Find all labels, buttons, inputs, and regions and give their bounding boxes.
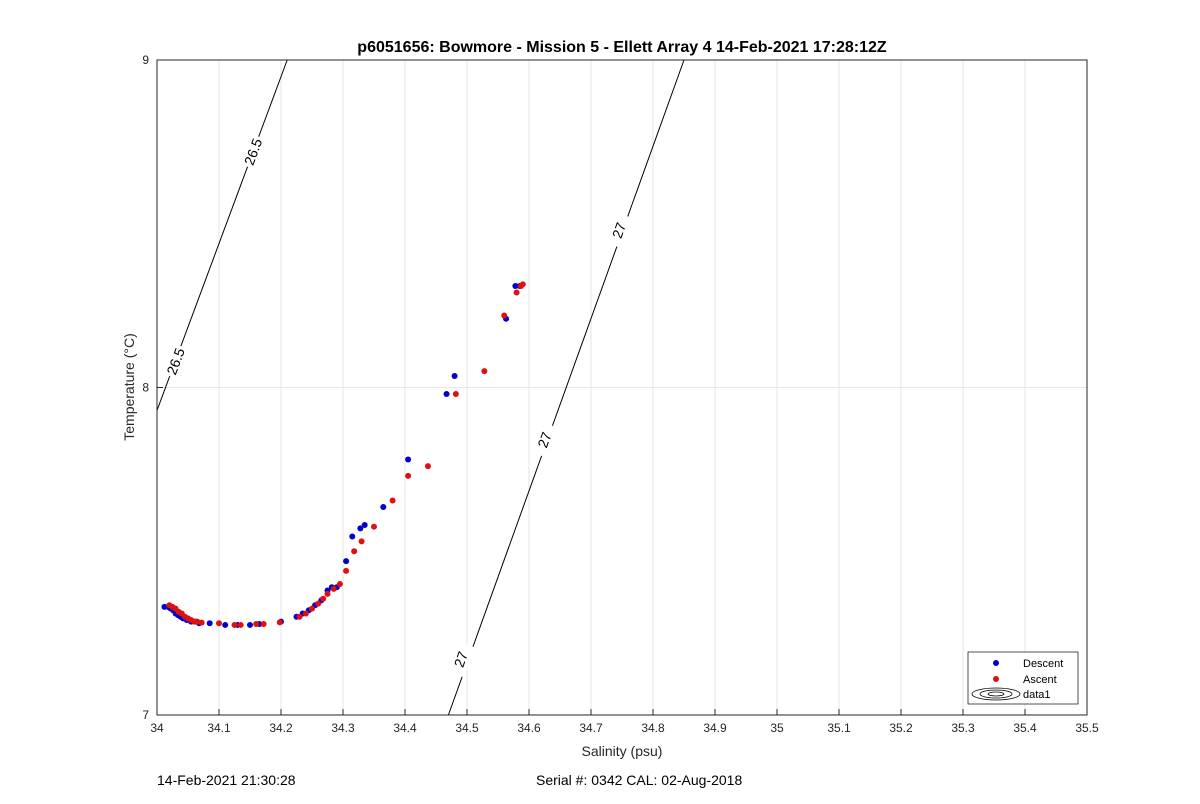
x-tick-label: 35.3: [951, 721, 975, 735]
x-tick-label: 34.1: [207, 721, 231, 735]
ascent-point: [358, 538, 365, 545]
x-axis-ticks: 34 34.1 34.2 34.3 34.4 34.5 34.6 34.7 34.8 34.9 35…: [150, 709, 1099, 735]
x-tick-label: 34.9: [703, 721, 727, 735]
descent-point: [349, 533, 356, 540]
legend: Descent Ascent data1: [967, 651, 1079, 705]
y-axis-ticks: 7 8 9: [142, 53, 163, 722]
x-tick-label: 34.4: [393, 721, 417, 735]
y-tick-label: 8: [142, 381, 149, 395]
x-tick-label: 34.8: [641, 721, 665, 735]
x-tick-label: 34.3: [331, 721, 355, 735]
ascent-point: [519, 281, 526, 288]
y-tick-label: 9: [142, 53, 149, 67]
x-axis-label: Salinity (psu): [582, 743, 663, 759]
ascent-point: [253, 620, 260, 627]
ascent-point: [405, 472, 412, 479]
ascent-point: [320, 595, 327, 602]
descent-point: [357, 525, 364, 532]
contour-label: 27: [609, 220, 629, 240]
y-tick-label: 7: [142, 708, 149, 722]
legend-ascent-marker: [993, 676, 999, 682]
ascent-point: [513, 289, 520, 296]
x-tick-label: 35.2: [889, 721, 913, 735]
contour-label-bg: [605, 212, 633, 249]
contour-line-27: [447, 59, 685, 716]
legend-descent-label: Descent: [1023, 658, 1063, 670]
descent-point: [247, 621, 253, 628]
ascent-point: [481, 368, 488, 375]
ascent-point: [302, 610, 309, 617]
x-tick-label: 35.5: [1075, 721, 1099, 735]
descent-point: [222, 621, 229, 628]
contour-label-bg: [239, 133, 268, 170]
legend-ascent-label: Ascent: [1023, 674, 1057, 686]
ascent-point: [330, 585, 337, 592]
descent-point: [361, 522, 368, 529]
footer-serial: Serial #: 0342 CAL: 02-Aug-2018: [536, 772, 743, 788]
ascent-point: [198, 619, 205, 626]
ascent-point: [231, 621, 238, 628]
descent-point: [380, 504, 387, 511]
ascent-point: [324, 590, 331, 597]
ascent-point: [501, 312, 508, 319]
legend-contour-icon: [971, 687, 1021, 701]
ascent-point: [315, 600, 322, 607]
ascent-point: [424, 463, 431, 470]
y-axis-label: Temperature (°C): [121, 333, 137, 441]
legend-data1-label: data1: [1023, 689, 1051, 701]
ascent-point: [389, 497, 396, 504]
x-tick-label: 34: [150, 721, 164, 735]
ascent-point: [276, 619, 283, 626]
legend-descent-marker: [993, 660, 999, 666]
descent-point: [443, 391, 450, 398]
descent-point: [451, 373, 458, 380]
footer-date: 14-Feb-2021 21:30:28: [157, 772, 296, 788]
contour-label-bg: [530, 421, 559, 459]
ascent-point: [309, 605, 315, 612]
ascent-point: [371, 523, 377, 530]
descent-point: [206, 620, 213, 627]
x-tick-label: 34.2: [269, 721, 293, 735]
chart-title: p6051656: Bowmore - Mission 5 - Ellett A…: [357, 39, 887, 56]
x-tick-label: 35: [770, 721, 784, 735]
descent-point: [405, 456, 412, 463]
ascent-point: [237, 621, 244, 628]
data-points: [161, 281, 526, 628]
ascent-point: [260, 620, 267, 627]
contour-label-bg: [446, 641, 475, 678]
ascent-point: [216, 620, 222, 627]
ascent-point: [296, 613, 303, 620]
descent-point: [343, 558, 350, 565]
x-tick-label: 34.5: [455, 721, 479, 735]
ascent-point: [452, 391, 459, 398]
contour-label: 27: [451, 649, 471, 669]
x-tick-label: 34.6: [517, 721, 541, 735]
ascent-point: [336, 581, 343, 587]
x-tick-label: 35.1: [827, 721, 851, 735]
ascent-point: [343, 567, 350, 574]
x-tick-label: 35.4: [1013, 721, 1037, 735]
legend-box: [967, 651, 1079, 705]
ascent-point: [351, 548, 358, 555]
x-tick-label: 34.7: [579, 721, 603, 735]
descent-point: [512, 282, 519, 289]
contour-label: 27: [534, 430, 554, 450]
contour-label-bg: [161, 343, 190, 380]
